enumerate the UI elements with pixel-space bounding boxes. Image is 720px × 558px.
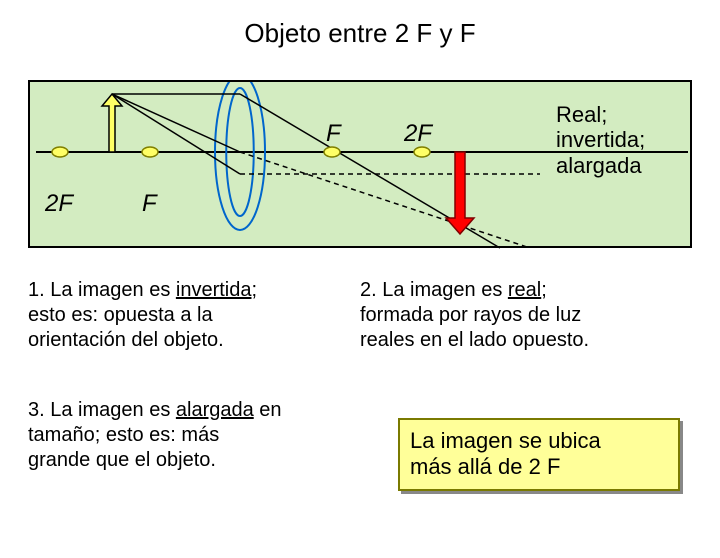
- p2-line2: formada por rayos de luz: [360, 304, 581, 326]
- p3-line2: tamaño; esto es: más: [28, 424, 219, 446]
- p1-suffix: ;: [251, 279, 257, 301]
- p3-suffix: en: [254, 399, 282, 421]
- p2-prefix: 2. La imagen es: [360, 279, 508, 301]
- focal-label: 2F: [45, 190, 73, 218]
- focal-label: F: [142, 190, 157, 218]
- conclusion-box: La imagen se ubica más allá de 2 F: [398, 418, 680, 491]
- conclusion-line2: más allá de 2 F: [410, 454, 560, 479]
- page-title: Objeto entre 2 F y F: [0, 18, 720, 49]
- optics-diagram: 2F F F 2F Real;invertida;alargada: [28, 80, 692, 248]
- focal-label: F: [326, 120, 341, 148]
- p3-underlined: alargada: [176, 399, 254, 421]
- paragraph-3: 3. La imagen es alargada en tamaño; esto…: [28, 398, 358, 473]
- image-properties-label: Real;invertida;alargada: [556, 102, 645, 178]
- paragraph-1: 1. La imagen es invertida; esto es: opue…: [28, 278, 338, 353]
- conclusion-line1: La imagen se ubica: [410, 428, 601, 453]
- p1-line3: orientación del objeto.: [28, 329, 224, 351]
- p1-underlined: invertida: [176, 279, 252, 301]
- focal-label: 2F: [404, 120, 432, 148]
- p3-prefix: 3. La imagen es: [28, 399, 176, 421]
- p2-underlined: real: [508, 279, 541, 301]
- p2-line3: reales en el lado opuesto.: [360, 329, 589, 351]
- p2-suffix: ;: [541, 279, 547, 301]
- p3-line3: grande que el objeto.: [28, 449, 216, 471]
- p1-line2: esto es: opuesta a la: [28, 304, 213, 326]
- paragraph-2: 2. La imagen es real; formada por rayos …: [360, 278, 700, 353]
- p1-prefix: 1. La imagen es: [28, 279, 176, 301]
